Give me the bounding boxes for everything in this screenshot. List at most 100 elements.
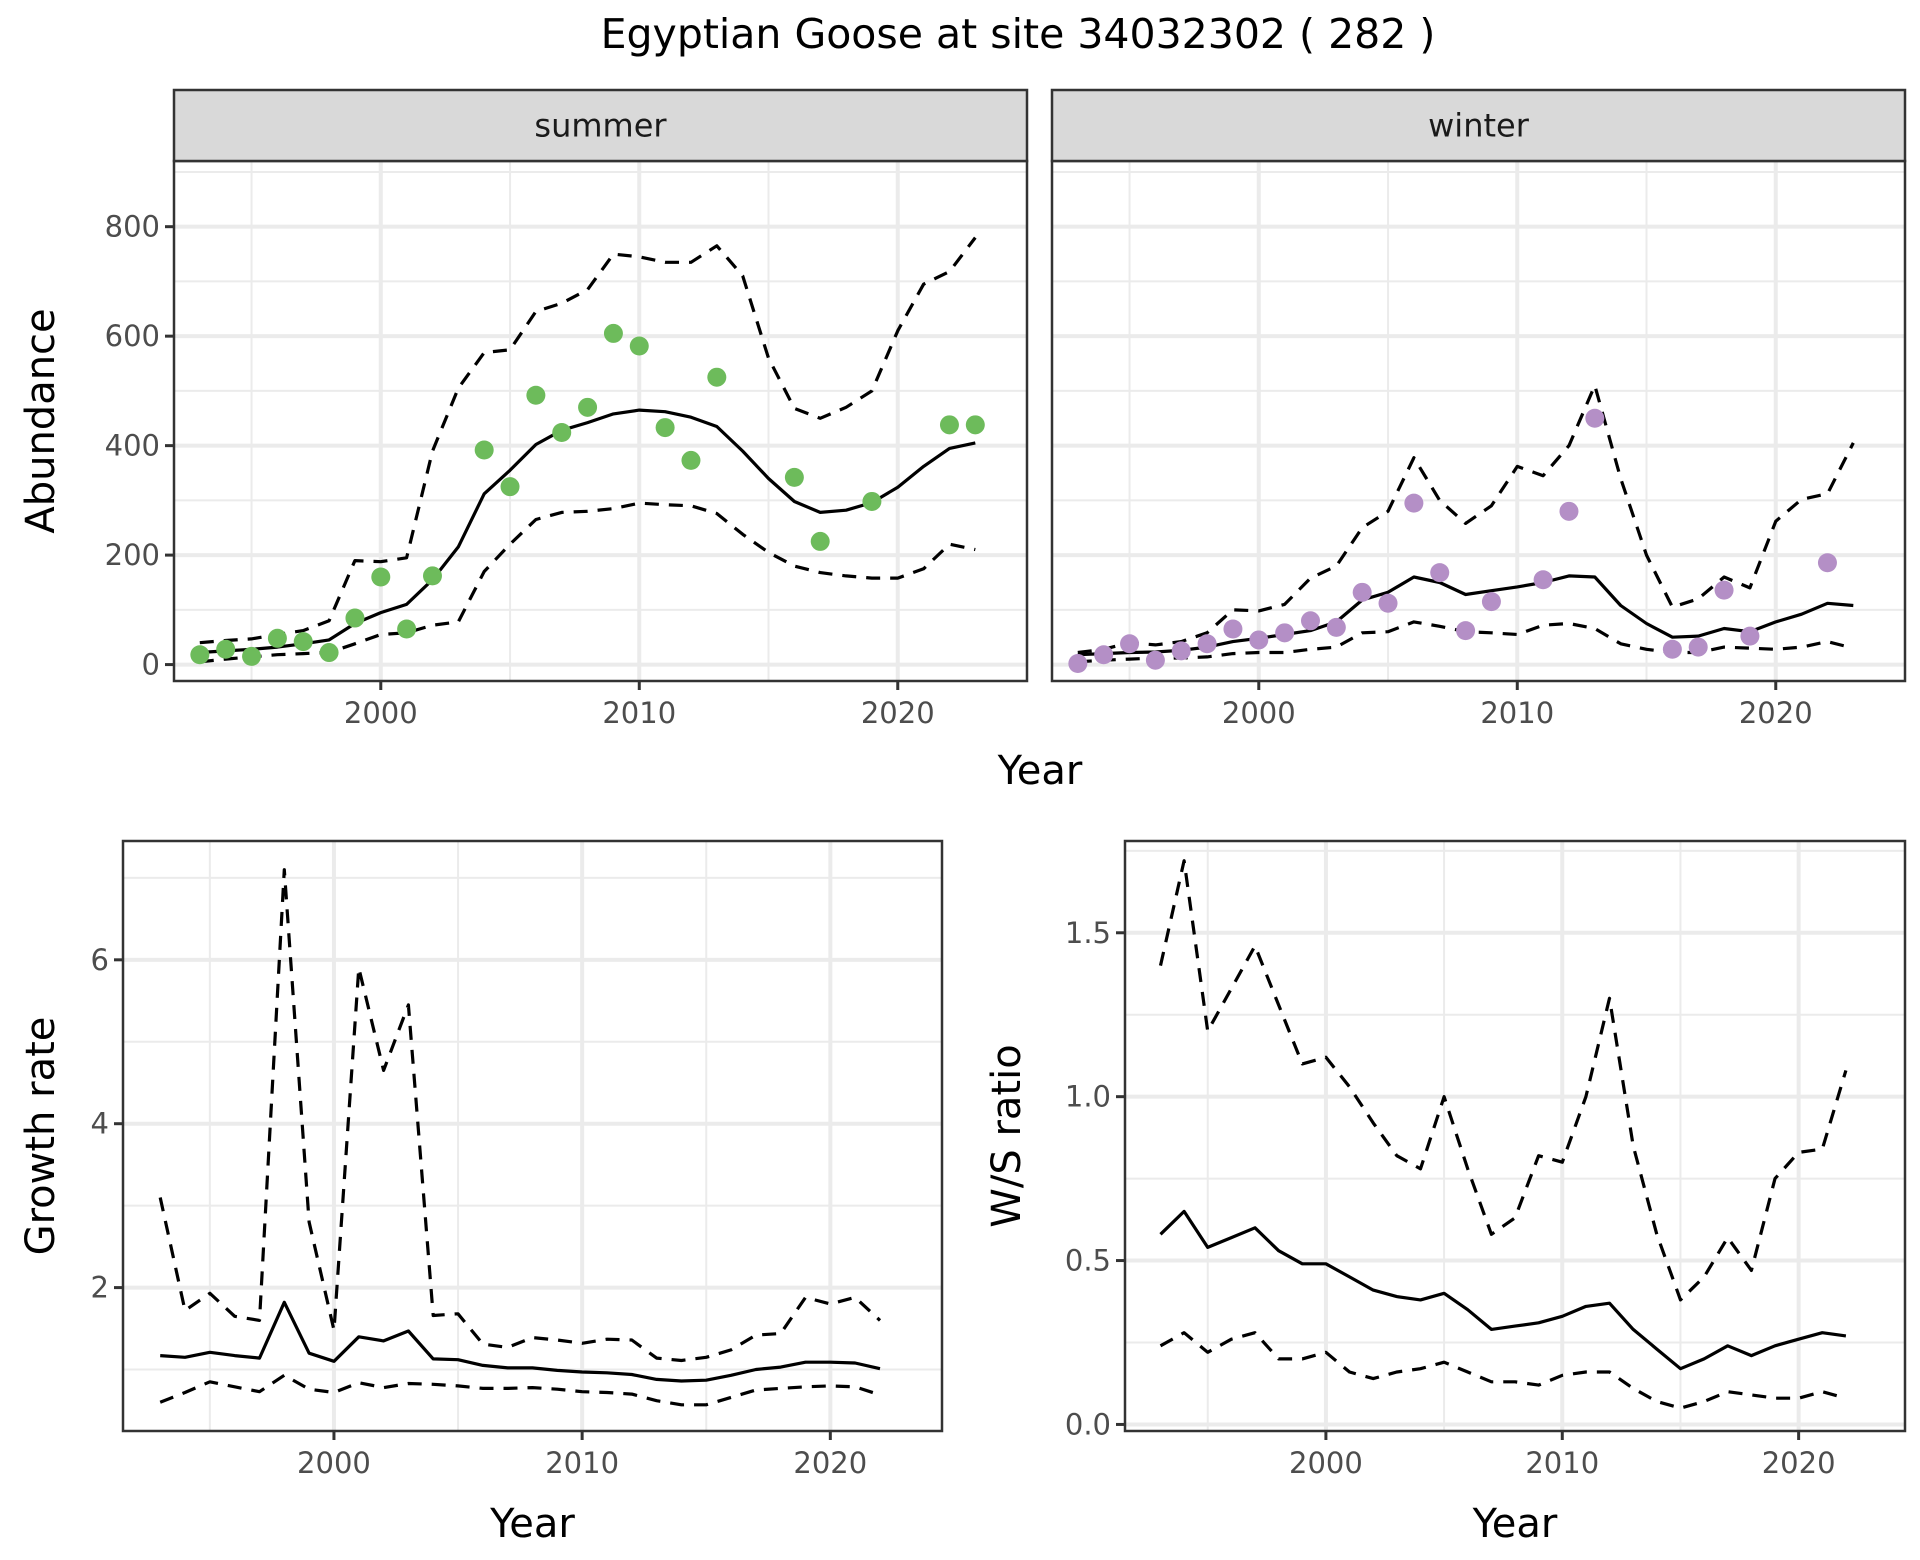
data-point xyxy=(1559,501,1579,521)
facet-strip-label: summer xyxy=(534,107,667,145)
data-point xyxy=(345,608,365,628)
x-tick-label: 2020 xyxy=(1762,1446,1836,1480)
y-tick-label: 0.0 xyxy=(1065,1407,1111,1441)
y-tick-label: 6 xyxy=(91,943,109,977)
y-tick-label: 1.0 xyxy=(1065,1080,1111,1114)
data-point xyxy=(267,628,287,648)
series-line-upper xyxy=(1077,383,1855,655)
data-point xyxy=(707,367,727,387)
data-point xyxy=(371,567,391,587)
x-tick-label: 2010 xyxy=(1525,1446,1599,1480)
data-point xyxy=(1456,621,1476,641)
data-point xyxy=(1378,593,1398,613)
panel-summer: summer 2000 2010 2020 0 200 400 600 800 Abundance xyxy=(18,88,1029,730)
series-line-fit xyxy=(160,1300,881,1383)
plot-background xyxy=(174,161,1027,681)
y-tick-label: 4 xyxy=(91,1107,109,1141)
data-point xyxy=(1481,592,1501,612)
facet-strip xyxy=(1050,88,1907,163)
data-point xyxy=(681,450,701,470)
y-tick-label: 0 xyxy=(142,648,160,682)
facet-strip xyxy=(172,88,1029,163)
data-point xyxy=(1714,580,1734,600)
data-point xyxy=(422,566,442,586)
panel-border xyxy=(121,839,944,1433)
data-point xyxy=(1068,653,1088,673)
data-point xyxy=(1533,570,1553,590)
y-axis-label: Growth rate xyxy=(18,1017,64,1256)
data-point xyxy=(603,323,623,343)
y-tick-label: 800 xyxy=(105,210,160,244)
data-point xyxy=(578,397,598,417)
series-line-upper xyxy=(158,868,882,1363)
y-tick-label: 0.5 xyxy=(1065,1244,1111,1278)
data-point xyxy=(500,477,520,497)
x-tick-label: 2020 xyxy=(793,1446,867,1480)
x-tick-label: 2000 xyxy=(1222,696,1296,730)
data-point xyxy=(1817,553,1837,573)
data-point xyxy=(939,415,959,435)
data-point xyxy=(1145,650,1165,670)
x-tick-label: 2000 xyxy=(344,696,418,730)
data-point xyxy=(190,645,210,665)
data-point xyxy=(552,422,572,442)
x-tick-label: 2020 xyxy=(861,696,935,730)
panel-ws_ratio: 2000 2010 2020 0.0 0.5 1.0 1.5 Year W/S ratio xyxy=(984,839,1907,1547)
chart-title: Egyptian Goose at site 34032302 ( 282 ) xyxy=(601,10,1436,58)
x-tick-label: 2020 xyxy=(1739,696,1813,730)
x-tick-label: 2000 xyxy=(297,1446,371,1480)
data-point xyxy=(1326,617,1346,637)
plot-background xyxy=(1052,161,1905,681)
series-line-lower xyxy=(159,1373,881,1407)
data-point xyxy=(1197,634,1217,654)
y-axis-label: Abundance xyxy=(18,308,64,533)
data-point xyxy=(397,619,417,639)
data-point xyxy=(784,467,804,487)
data-point xyxy=(1404,493,1424,513)
series-line-upper xyxy=(199,236,977,645)
data-point xyxy=(526,385,546,405)
data-point xyxy=(1300,611,1320,631)
data-point xyxy=(293,632,313,652)
data-point xyxy=(655,418,675,438)
data-point xyxy=(1352,582,1372,602)
data-point xyxy=(1223,619,1243,639)
data-point xyxy=(474,440,494,460)
x-tick-label: 2000 xyxy=(1289,1446,1363,1480)
series-line-lower xyxy=(1159,1331,1847,1410)
data-point xyxy=(242,646,262,666)
data-point xyxy=(1662,639,1682,659)
series-line-fit xyxy=(1159,1209,1847,1371)
data-point xyxy=(319,643,339,663)
panel-winter: winter 2000 2010 2020 xyxy=(1050,88,1907,730)
data-point xyxy=(1249,630,1269,650)
x-tick-label: 2010 xyxy=(1480,696,1554,730)
data-point xyxy=(1585,408,1605,428)
data-point xyxy=(1171,641,1191,661)
y-axis-label: W/S ratio xyxy=(984,1044,1030,1227)
x-tick-label: 2010 xyxy=(602,696,676,730)
y-tick-label: 600 xyxy=(105,319,160,353)
plot-background xyxy=(123,841,942,1431)
data-point xyxy=(1740,626,1760,646)
data-point xyxy=(1094,645,1114,665)
panel-growth: 2000 2010 2020 2 4 6 Year Growth rate xyxy=(18,839,944,1547)
y-tick-label: 200 xyxy=(105,538,160,572)
data-point xyxy=(1688,637,1708,657)
panel-border xyxy=(1123,839,1907,1433)
data-point xyxy=(1120,634,1140,654)
x-tick-label: 2010 xyxy=(545,1446,619,1480)
data-point xyxy=(965,415,985,435)
data-point xyxy=(810,531,830,551)
x-axis-label-top: Year xyxy=(997,748,1083,794)
y-tick-label: 1.5 xyxy=(1065,916,1111,950)
y-tick-label: 2 xyxy=(91,1271,109,1305)
x-axis-label: Year xyxy=(1472,1501,1558,1547)
data-point xyxy=(862,491,882,511)
data-point xyxy=(629,336,649,356)
data-point xyxy=(216,639,236,659)
series-line-fit xyxy=(199,408,976,655)
data-point xyxy=(1430,563,1450,583)
data-point xyxy=(1275,623,1295,643)
